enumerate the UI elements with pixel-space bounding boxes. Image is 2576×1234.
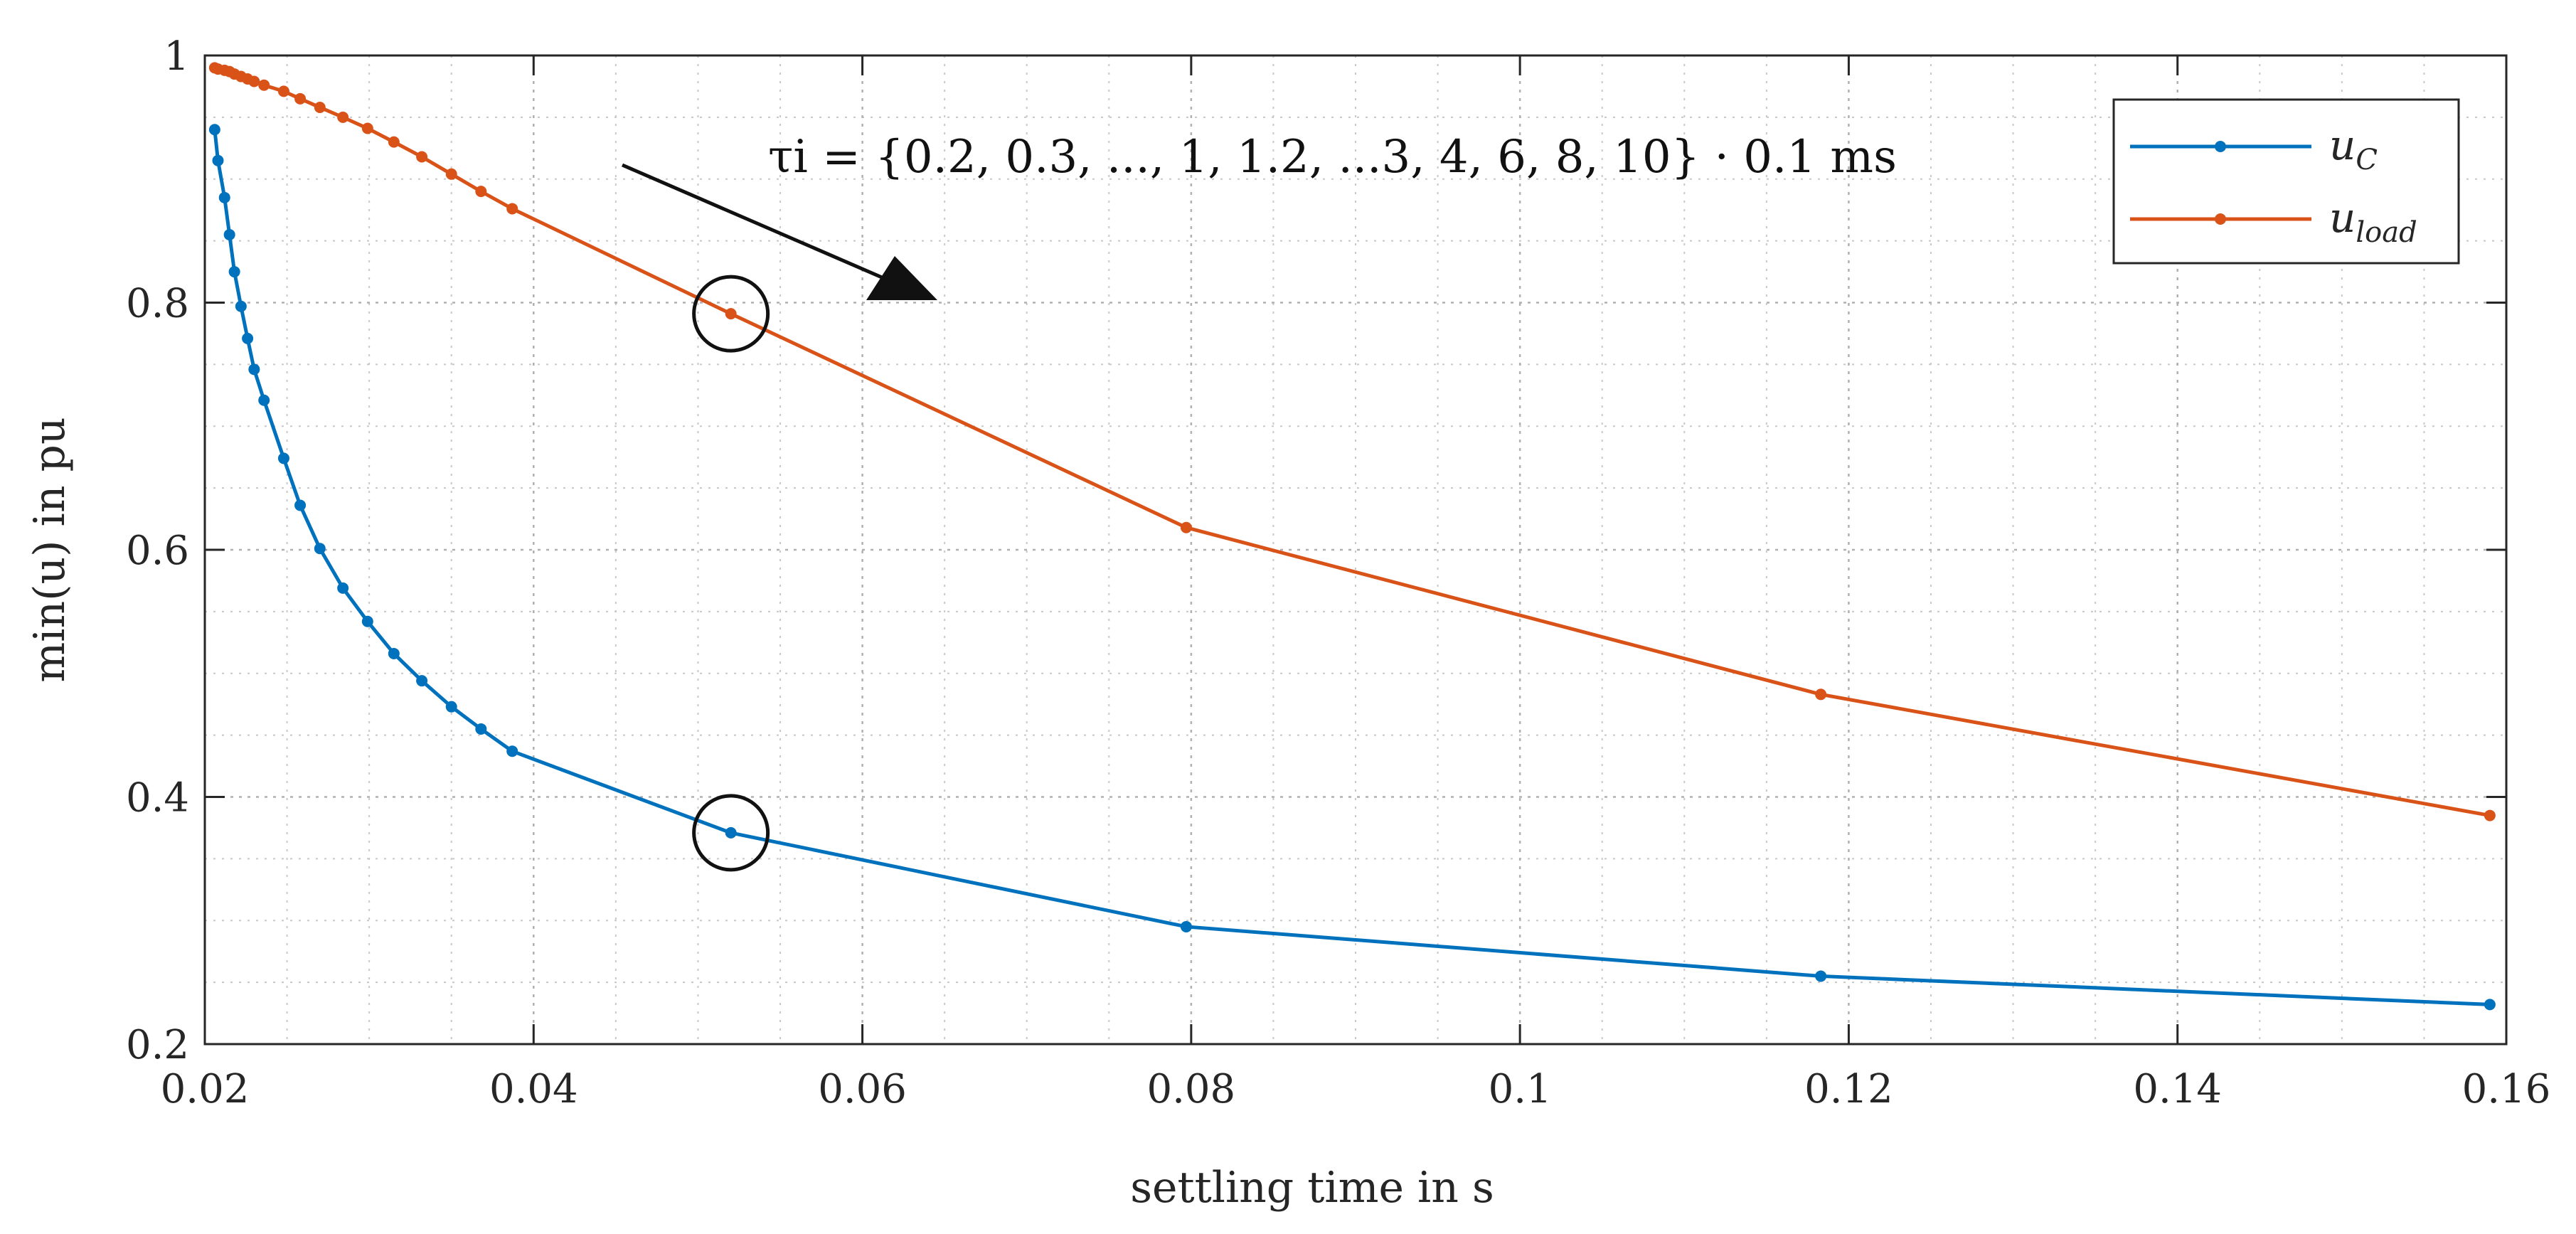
data-point-uload	[277, 85, 289, 97]
legend-entry-uload: uload	[2130, 193, 2417, 249]
x-tick-label: 0.12	[1804, 1066, 1893, 1112]
legend-sub-uC: C	[2356, 144, 2378, 176]
x-tick-label: 0.04	[489, 1066, 578, 1112]
tau-annotation: τi = {0.2, 0.3, ..., 1, 1.2, ...3, 4, 6,…	[768, 131, 1897, 183]
x-tick-label: 0.14	[2133, 1066, 2222, 1112]
data-point-uC	[506, 745, 518, 757]
data-point-uC	[337, 582, 349, 594]
data-point-uC	[361, 615, 373, 627]
highlight-circle-uload	[692, 275, 770, 353]
data-point-uC	[416, 675, 428, 687]
data-point-uC	[294, 499, 307, 511]
legend-sub-uload: load	[2356, 216, 2417, 249]
data-point-uC	[218, 191, 230, 203]
data-point-uC	[1815, 970, 1827, 982]
highlight-circle-uC	[692, 794, 770, 872]
data-point-uC	[277, 452, 289, 464]
x-axis-label: settling time in s	[1130, 1163, 1494, 1213]
x-tick-label: 0.08	[1147, 1066, 1236, 1112]
data-point-uload	[314, 101, 326, 113]
data-point-uC	[208, 124, 220, 136]
y-tick-label: 0.8	[126, 281, 189, 327]
data-point-uC	[475, 723, 487, 735]
series-layer	[208, 62, 2496, 1011]
y-tick-label: 0.4	[126, 775, 189, 821]
data-point-uC	[258, 394, 270, 406]
data-point-uC	[242, 332, 254, 344]
data-point-uC	[248, 363, 260, 376]
legend-label-uC: u	[2329, 121, 2356, 169]
data-point-uC	[2484, 999, 2496, 1011]
legend: uC uload	[2112, 98, 2460, 265]
ticks-layer	[203, 54, 2508, 1046]
y-axis-label: min(u) in pu	[25, 417, 75, 682]
data-point-uload	[2484, 809, 2496, 821]
annotation-arrow	[622, 163, 937, 300]
data-point-uC	[235, 300, 247, 312]
data-point-uload	[361, 122, 373, 134]
data-point-uC	[445, 701, 457, 713]
data-point-uload	[337, 111, 349, 123]
data-point-uload	[258, 79, 270, 91]
x-tick-label: 0.1	[1489, 1066, 1552, 1112]
legend-entry-uC: uC	[2130, 121, 2378, 176]
data-point-uC	[388, 647, 400, 659]
svg-text:uC: uC	[2329, 121, 2378, 176]
data-point-uC	[725, 826, 737, 839]
data-point-uload	[475, 186, 487, 198]
y-tick-label: 0.6	[126, 528, 189, 574]
legend-box	[2112, 98, 2460, 265]
data-point-uload	[725, 308, 737, 320]
data-point-uC	[228, 266, 240, 278]
data-point-uC	[1180, 920, 1192, 932]
data-point-uload	[1180, 521, 1192, 533]
legend-label-uload: u	[2329, 193, 2356, 242]
data-point-uload	[248, 75, 260, 87]
series-uload	[208, 62, 2496, 821]
x-tick-label: 0.06	[818, 1066, 907, 1112]
data-point-uload	[388, 136, 400, 148]
data-point-uload	[416, 151, 428, 163]
x-tick-labels: 0.02 0.04 0.06 0.08 0.1 0.12 0.14 0.16	[161, 1066, 2551, 1112]
series-uC	[208, 124, 2496, 1011]
data-point-uload	[1815, 688, 1827, 701]
data-point-uload	[506, 203, 518, 215]
data-point-uload	[294, 92, 307, 105]
highlight-layer	[692, 275, 770, 872]
data-point-uC	[314, 543, 326, 555]
svg-text:uload: uload	[2329, 193, 2417, 249]
data-point-uload	[445, 168, 457, 180]
x-tick-label: 0.02	[161, 1066, 250, 1112]
y-tick-label: 1	[164, 33, 189, 80]
data-point-uC	[223, 228, 235, 240]
y-tick-label: 0.2	[126, 1022, 189, 1068]
data-point-uC	[212, 154, 224, 166]
y-tick-labels: 0.2 0.4 0.6 0.8 1	[126, 33, 189, 1068]
x-tick-label: 0.16	[2462, 1066, 2551, 1112]
